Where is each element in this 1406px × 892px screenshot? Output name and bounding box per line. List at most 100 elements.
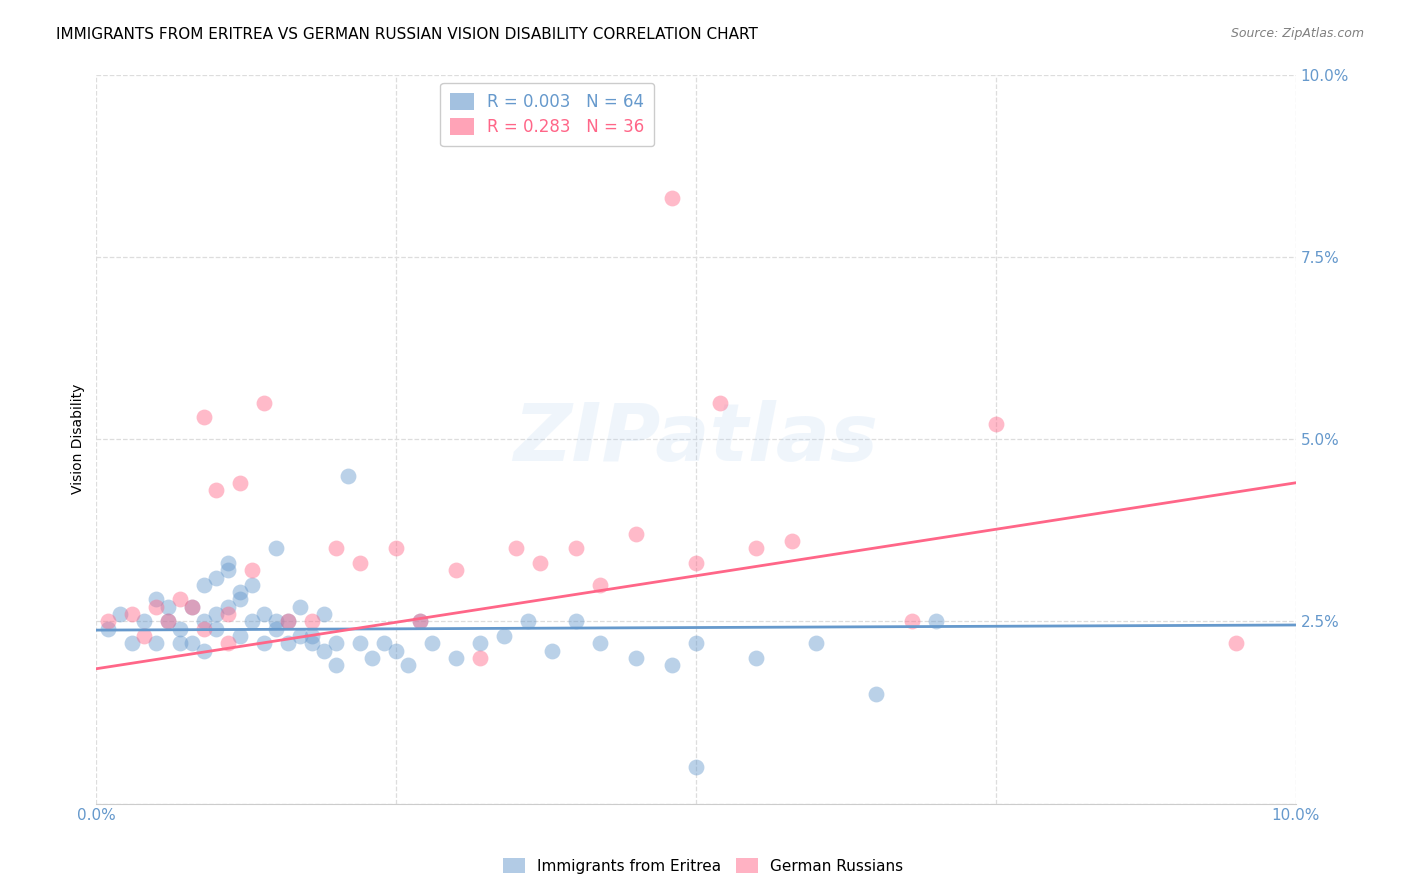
Point [193,578,215,592]
Point [565,541,588,556]
Point [121,607,143,621]
Point [349,636,371,650]
Point [1225,636,1247,650]
Point [253,607,276,621]
Point [217,607,239,621]
Point [361,650,384,665]
Point [325,636,347,650]
Point [253,395,276,409]
Point [505,541,527,556]
Point [409,615,432,629]
Point [541,643,564,657]
Point [444,563,467,577]
Point [193,410,215,425]
Point [385,643,408,657]
Point [565,615,588,629]
Point [709,395,731,409]
Point [145,636,167,650]
Point [517,615,540,629]
Point [253,636,276,650]
Point [314,607,336,621]
Text: Source: ZipAtlas.com: Source: ZipAtlas.com [1230,27,1364,40]
Point [110,607,132,621]
Legend: R = 0.003   N = 64, R = 0.283   N = 36: R = 0.003 N = 64, R = 0.283 N = 36 [440,83,654,146]
Point [205,571,228,585]
Point [145,599,167,614]
Point [205,607,228,621]
Point [290,599,312,614]
Point [529,556,551,570]
Point [205,483,228,497]
Point [865,687,887,701]
Point [325,541,347,556]
Point [984,417,1007,432]
Y-axis label: Vision Disability: Vision Disability [72,384,86,494]
Point [444,650,467,665]
Point [205,622,228,636]
Point [337,468,360,483]
Point [325,658,347,673]
Point [385,541,408,556]
Point [229,592,252,607]
Point [264,622,287,636]
Point [301,615,323,629]
Point [290,629,312,643]
Point [745,541,768,556]
Point [349,556,371,570]
Point [925,615,948,629]
Point [301,636,323,650]
Point [229,629,252,643]
Point [901,615,924,629]
Point [157,599,180,614]
Point [121,636,143,650]
Point [685,636,707,650]
Point [301,629,323,643]
Point [264,541,287,556]
Point [661,658,683,673]
Point [134,629,156,643]
Point [193,643,215,657]
Point [468,636,491,650]
Point [685,760,707,774]
Point [396,658,419,673]
Point [169,636,191,650]
Point [624,650,647,665]
Point [277,615,299,629]
Legend: Immigrants from Eritrea, German Russians: Immigrants from Eritrea, German Russians [496,852,910,880]
Point [169,622,191,636]
Point [589,578,612,592]
Point [685,556,707,570]
Point [217,636,239,650]
Point [661,191,683,205]
Point [240,578,263,592]
Point [240,563,263,577]
Point [217,556,239,570]
Point [181,599,204,614]
Point [745,650,768,665]
Point [468,650,491,665]
Point [589,636,612,650]
Point [157,615,180,629]
Point [97,622,120,636]
Point [97,615,120,629]
Point [229,475,252,490]
Point [277,636,299,650]
Point [240,615,263,629]
Point [157,615,180,629]
Text: ZIPatlas: ZIPatlas [513,401,879,478]
Point [494,629,516,643]
Point [169,592,191,607]
Point [277,615,299,629]
Point [229,585,252,599]
Point [134,615,156,629]
Point [314,643,336,657]
Point [804,636,827,650]
Point [181,599,204,614]
Point [193,622,215,636]
Point [193,615,215,629]
Point [217,599,239,614]
Point [420,636,443,650]
Point [264,615,287,629]
Text: IMMIGRANTS FROM ERITREA VS GERMAN RUSSIAN VISION DISABILITY CORRELATION CHART: IMMIGRANTS FROM ERITREA VS GERMAN RUSSIA… [56,27,758,42]
Point [181,636,204,650]
